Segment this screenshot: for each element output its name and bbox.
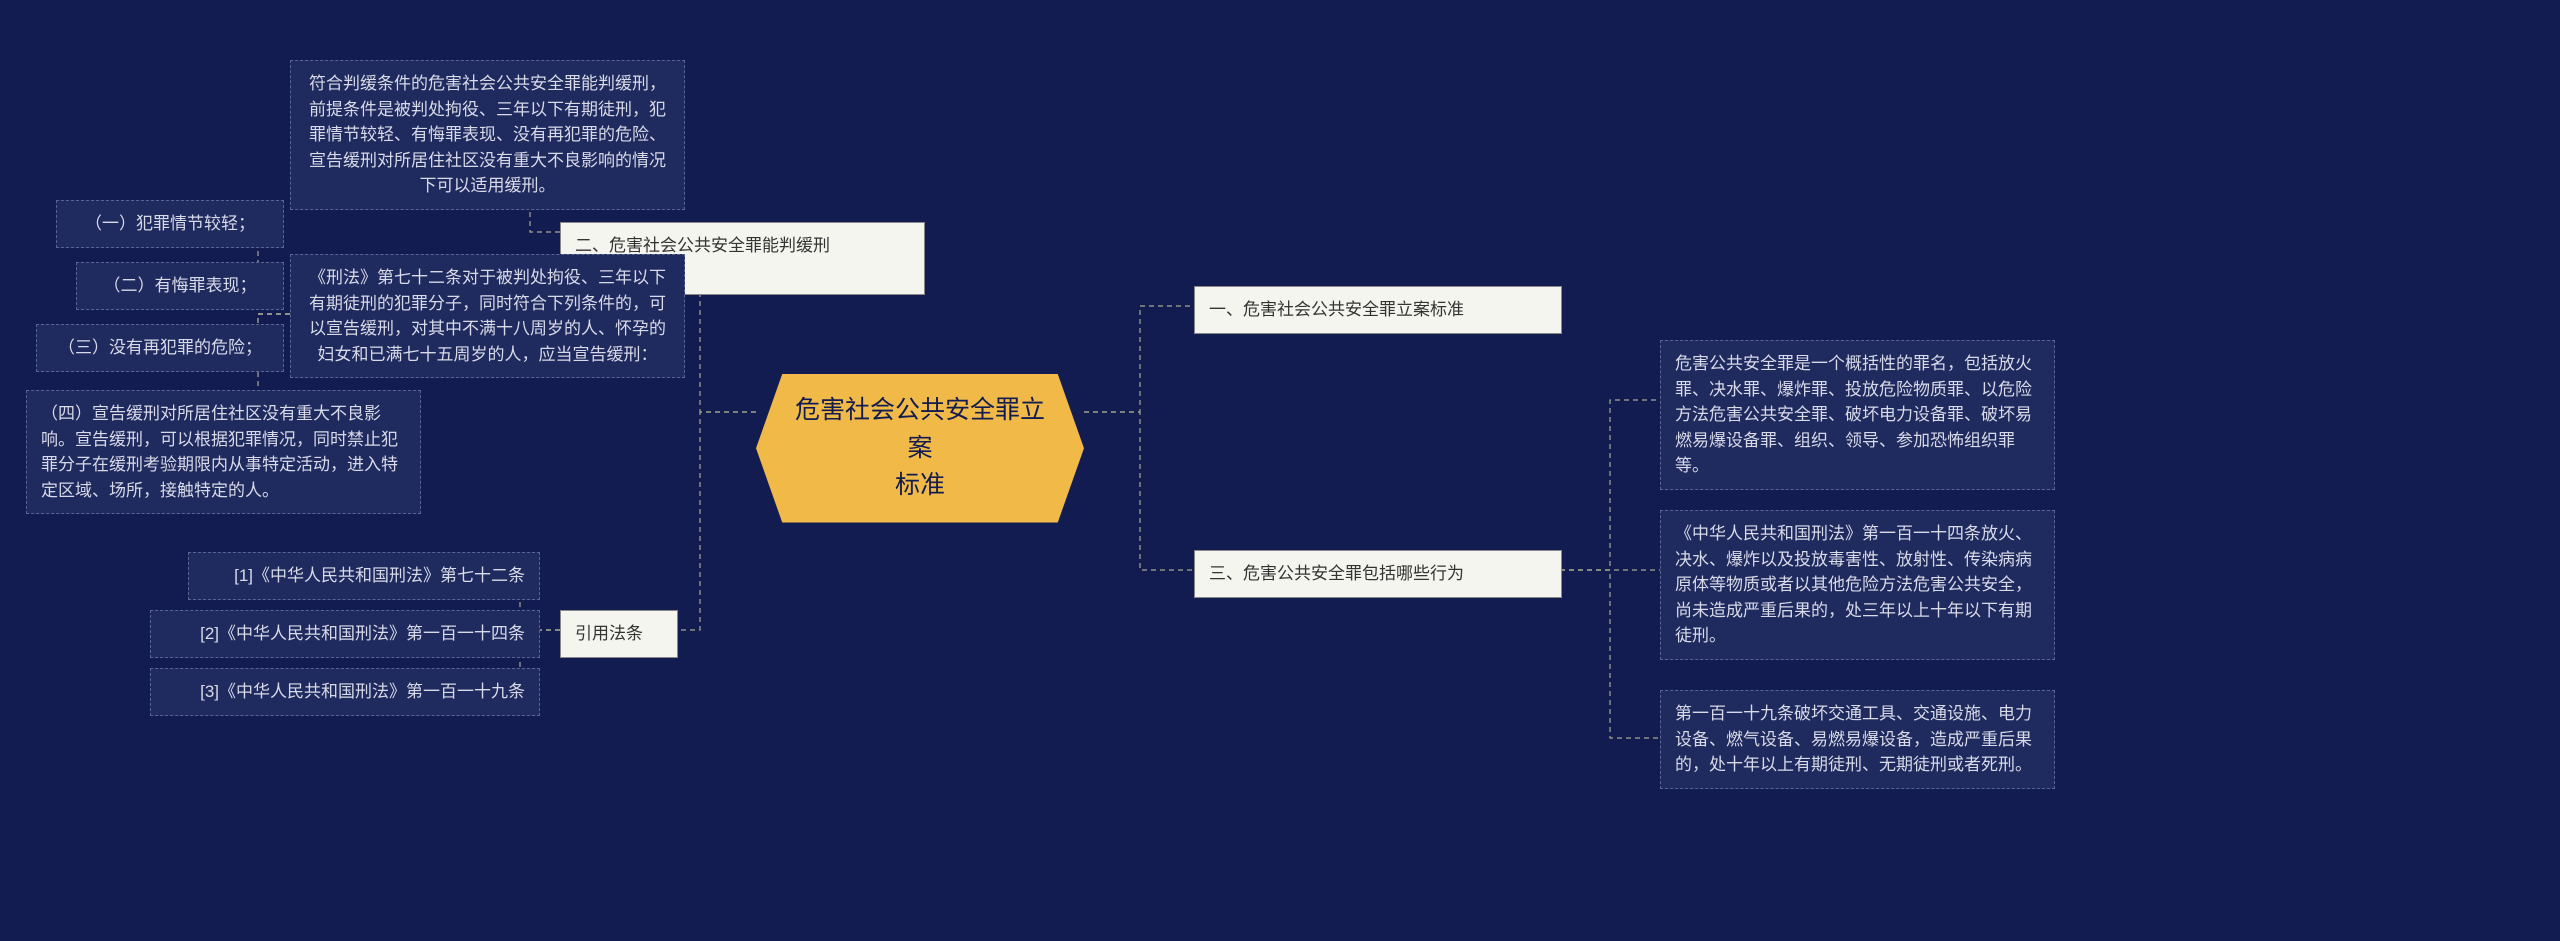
section-3-leaf-1: 《中华人民共和国刑法》第一百一十四条放火、决水、爆炸以及投放毒害性、放射性、传染… [1660, 510, 2055, 660]
section-3-leaf-0: 危害公共安全罪是一个概括性的罪名，包括放火罪、决水罪、爆炸罪、投放危险物质罪、以… [1660, 340, 2055, 490]
citation-1: [2]《中华人民共和国刑法》第一百一十四条 [150, 610, 540, 658]
section-2-item-1: （二）有悔罪表现； [76, 262, 284, 310]
section-2-item-3: （四）宣告缓刑对所居住社区没有重大不良影响。宣告缓刑，可以根据犯罪情况，同时禁止… [26, 390, 421, 514]
section-3-leaf-2: 第一百一十九条破坏交通工具、交通设施、电力设备、燃气设备、易燃易爆设备，造成严重… [1660, 690, 2055, 789]
citation-2: [3]《中华人民共和国刑法》第一百一十九条 [150, 668, 540, 716]
section-2-item-0: （一）犯罪情节较轻； [56, 200, 284, 248]
section-1-label: 一、危害社会公共安全罪立案标准 [1209, 300, 1464, 319]
citations: 引用法条 [560, 610, 678, 658]
section-2-leaf-law: 《刑法》第七十二条对于被判处拘役、三年以下有期徒刑的犯罪分子，同时符合下列条件的… [290, 254, 685, 378]
section-3: 三、危害公共安全罪包括哪些行为 [1194, 550, 1562, 598]
section-2-leaf-top: 符合判缓条件的危害社会公共安全罪能判缓刑，前提条件是被判处拘役、三年以下有期徒刑… [290, 60, 685, 210]
section-3-label: 三、危害公共安全罪包括哪些行为 [1209, 564, 1464, 583]
section-2-item-2: （三）没有再犯罪的危险； [36, 324, 284, 372]
citation-0: [1]《中华人民共和国刑法》第七十二条 [188, 552, 540, 600]
citations-label: 引用法条 [575, 624, 643, 643]
section-1: 一、危害社会公共安全罪立案标准 [1194, 286, 1562, 334]
root-node: 危害社会公共安全罪立案 标准 [756, 374, 1084, 523]
root-title-line2: 标准 [786, 467, 1054, 505]
root-title-line1: 危害社会公共安全罪立案 [786, 392, 1054, 467]
